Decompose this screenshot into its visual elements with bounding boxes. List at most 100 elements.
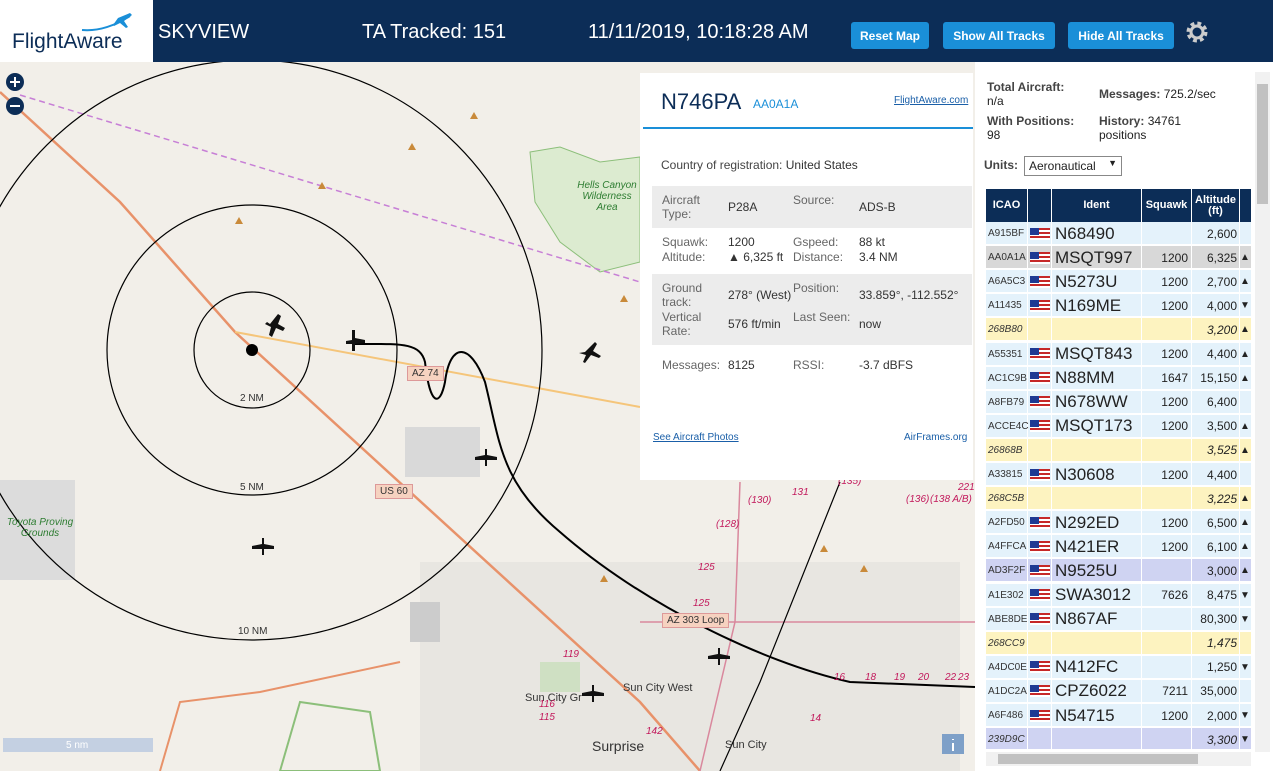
flightaware-link[interactable]: FlightAware.com <box>894 95 969 106</box>
cell: 3,200 <box>1192 318 1240 342</box>
table-row[interactable]: 26868B 3,525 ▲ <box>986 438 1251 462</box>
country-row: Country of registration: United States <box>661 158 858 172</box>
detail-group: Aircraft Type: P28A Source: ADS-B <box>652 186 972 228</box>
column-header[interactable]: Squawk <box>1142 189 1192 222</box>
icao-code: AA0A1A <box>753 97 799 111</box>
icao: A1DC2A <box>988 685 1027 697</box>
map-label: Sun City West <box>623 682 693 694</box>
cell: 1,475 <box>1192 631 1240 655</box>
squawk: 1200 <box>1161 274 1188 289</box>
altitude: 1,250 <box>1206 660 1237 675</box>
photos-link[interactable]: See Aircraft Photos <box>653 432 739 443</box>
cell: 268B80 <box>986 318 1028 342</box>
cell: N9525U <box>1052 559 1142 583</box>
column-header[interactable]: Ident <box>1052 189 1142 222</box>
altitude: 1,475 <box>1206 636 1237 651</box>
cell: MSQT173 <box>1052 414 1142 438</box>
trend: ▲ <box>1240 565 1250 577</box>
cell <box>1052 487 1142 511</box>
cell <box>1028 583 1052 607</box>
cell: 80,300 <box>1192 607 1240 631</box>
ident: N421ER <box>1055 536 1120 556</box>
cell: ▲ <box>1240 439 1251 462</box>
map-label: Hells Canyon Wilderness Area <box>577 180 637 213</box>
map-label: Sun City Gr <box>525 692 582 704</box>
table-row[interactable]: A2FD50 N292ED 1200 6,500 ▲ <box>986 511 1251 535</box>
ident: MSQT997 <box>1055 247 1133 267</box>
aircraft-icons <box>252 314 730 702</box>
cell: 1200 <box>1142 270 1192 294</box>
field-value: 33.859°, -112.552° <box>859 288 959 302</box>
column-header[interactable]: Altitude (ft) <box>1192 189 1240 222</box>
cell <box>1028 607 1052 631</box>
table-row[interactable]: A11435 N169ME 1200 4,000 ▼ <box>986 294 1251 318</box>
table-row[interactable]: 268B80 3,200 ▲ <box>986 318 1251 342</box>
us-flag <box>1029 372 1050 385</box>
altitude: 3,525 <box>1206 443 1237 458</box>
altitude: 4,400 <box>1206 347 1237 361</box>
table-row[interactable]: AD3F2F N9525U 3,000 ▲ <box>986 559 1251 583</box>
icao: ABE8DE <box>988 613 1028 625</box>
flag-canton <box>1029 396 1039 404</box>
table-row[interactable]: A1E302 SWA3012 7626 8,475 ▼ <box>986 583 1251 607</box>
map-label: 18 <box>865 672 877 683</box>
us-flag <box>1029 275 1050 288</box>
table-row[interactable]: AC1C9B N88MM 1647 15,150 ▲ <box>986 366 1251 390</box>
datetime: 11/11/2019, 10:18:28 AM <box>588 21 809 43</box>
table-row[interactable]: A4DC0E N412FC 1,250 ▼ <box>986 655 1251 679</box>
us-flag <box>1029 589 1050 601</box>
map-label: 115 <box>539 712 555 723</box>
field-label: Messages: <box>662 358 721 372</box>
flag-canton <box>1029 299 1039 307</box>
field-label: Last Seen: <box>793 310 851 324</box>
airframes-link[interactable]: AirFrames.org <box>904 432 968 443</box>
map-label: AZ 74 <box>407 366 444 381</box>
field-label: Aircraft Type: <box>662 193 701 221</box>
ident: N5273U <box>1055 271 1118 291</box>
column-header[interactable]: ICAO <box>986 189 1028 222</box>
cell <box>1028 342 1052 366</box>
cell <box>1028 631 1052 655</box>
table-row[interactable]: A33815 N30608 1200 4,400 <box>986 463 1251 486</box>
app-title: SKYVIEW <box>158 21 250 43</box>
cell: 1200 <box>1142 414 1192 438</box>
cell: 2,000 <box>1192 704 1240 727</box>
table-row[interactable]: A8FB79 N678WW 1200 6,400 <box>986 390 1251 414</box>
table-row[interactable]: 268CC9 1,475 <box>986 631 1251 655</box>
us-flag <box>1029 396 1050 409</box>
show-tracks-button[interactable]: Show All Tracks <box>943 22 1055 49</box>
cell: 268C5B <box>986 487 1028 511</box>
table-row[interactable]: A1DC2A CPZ6022 7211 35,000 <box>986 679 1251 703</box>
table-row[interactable]: 268C5B 3,225 ▲ <box>986 487 1251 511</box>
table-row[interactable]: ABE8DE N867AF 80,300 ▼ <box>986 607 1251 631</box>
hide-tracks-button[interactable]: Hide All Tracks <box>1068 22 1174 49</box>
cell: 1200 <box>1142 294 1192 318</box>
table-row[interactable]: A915BF N68490 2,600 <box>986 222 1251 245</box>
zoom-controls[interactable] <box>6 73 24 115</box>
trend: ▼ <box>1240 300 1250 312</box>
flag-canton <box>1029 661 1039 669</box>
icao: AD3F2F <box>988 565 1026 577</box>
field-value: -3.7 dBFS <box>859 358 914 372</box>
table-row[interactable]: 239D9C 3,300 ▼ <box>986 728 1251 749</box>
field-value: 278° (West) <box>728 288 792 302</box>
logo-box: FlightAware <box>0 0 153 62</box>
cell <box>1142 438 1192 462</box>
field-value: 3.4 NM <box>859 250 898 264</box>
units-select[interactable]: Aeronautical ▼ <box>1024 156 1122 176</box>
cell <box>1142 607 1192 631</box>
table-row[interactable]: ACCE4C MSQT173 1200 3,500 ▲ <box>986 414 1251 438</box>
table-row[interactable]: A6A5C3 N5273U 1200 2,700 ▲ <box>986 270 1251 294</box>
scroll-thumb[interactable] <box>998 754 1198 764</box>
table-row[interactable]: AA0A1A MSQT997 1200 6,325 ▲ <box>986 246 1251 270</box>
cell: CPZ6022 <box>1052 679 1142 703</box>
table-row[interactable]: A4FFCA N421ER 1200 6,100 ▲ <box>986 535 1251 559</box>
map-label: 221 <box>958 482 975 493</box>
info-button[interactable] <box>942 734 964 754</box>
table-row[interactable]: A6F486 N54715 1200 2,000 ▼ <box>986 704 1251 727</box>
settings-icon[interactable] <box>1185 20 1209 44</box>
scroll-thumb[interactable] <box>1257 84 1268 204</box>
field-value: 576 ft/min <box>728 317 781 331</box>
reset-map-button[interactable]: Reset Map <box>851 22 929 49</box>
table-row[interactable]: A55351 MSQT843 1200 4,400 ▲ <box>986 342 1251 366</box>
